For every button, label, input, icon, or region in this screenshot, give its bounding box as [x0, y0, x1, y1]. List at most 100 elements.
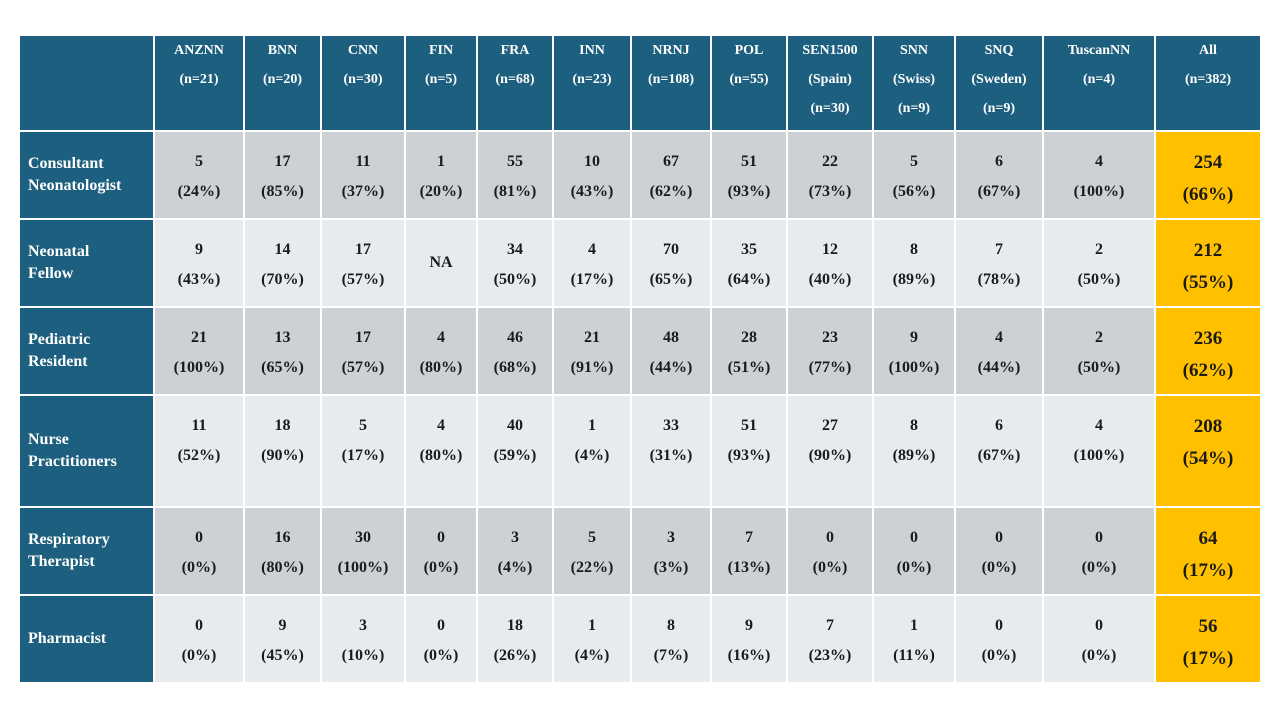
data-cell: 8 (89%) — [872, 394, 956, 508]
cell-percent: (0%) — [1081, 647, 1117, 664]
cell-count: 16 — [274, 529, 291, 546]
data-cell: 70 (65%) — [630, 218, 712, 308]
data-cell: 8 (7%) — [630, 594, 712, 684]
data-cell: 67 (62%) — [630, 130, 712, 220]
cell-percent: (43%) — [177, 271, 221, 288]
header-n: (n=108) — [647, 72, 695, 87]
header-n: (n=55) — [729, 72, 769, 87]
cell-percent: (4%) — [574, 447, 610, 464]
cell-percent: (0%) — [981, 647, 1017, 664]
data-cell: 27 (90%) — [786, 394, 874, 508]
row-label-line: Resident — [28, 353, 88, 370]
header-name: All — [1199, 43, 1217, 58]
cell-percent: (57%) — [341, 359, 385, 376]
cell-count: 35 — [741, 241, 757, 258]
cell-count: 208 — [1193, 416, 1223, 437]
cell-count: 11 — [355, 153, 371, 170]
cell-percent: (70%) — [261, 271, 304, 288]
data-cell: 11 (52%) — [153, 394, 245, 508]
cell-percent: (11%) — [893, 647, 935, 664]
data-cell: NA — [404, 218, 478, 308]
cell-count: 4 — [437, 329, 445, 346]
cell-percent: (54%) — [1182, 448, 1234, 469]
table-row-neonatal-fellow: Neonatal Fellow 9 (43%) 14 (70%) 17 (57%) NA 34 (5… — [18, 218, 1262, 308]
data-cell: 7 (13%) — [710, 506, 788, 596]
cell-count: 5 — [195, 153, 203, 170]
cell-count: 64 — [1198, 528, 1218, 549]
data-cell: 0 (0%) — [1042, 506, 1156, 596]
data-cell: 9 (43%) — [153, 218, 245, 308]
header-n: (n=382) — [1184, 72, 1232, 87]
data-cell: 2 (50%) — [1042, 306, 1156, 396]
cell-count: 21 — [584, 329, 600, 346]
data-cell: 9 (100%) — [872, 306, 956, 396]
cell-count: 212 — [1193, 240, 1223, 261]
header-name: POL — [734, 43, 764, 58]
cell-percent: (80%) — [419, 447, 463, 464]
header-sub: (Spain) — [808, 72, 852, 87]
cell-percent: (85%) — [261, 183, 304, 200]
header-sub: (Sweden) — [971, 72, 1027, 87]
cell-percent: (100%) — [888, 359, 940, 376]
cell-percent: (37%) — [341, 183, 385, 200]
cell-count: 51 — [741, 153, 757, 170]
header-cnn: CNN (n=30) — [320, 34, 406, 132]
cell-count: 18 — [507, 617, 523, 634]
data-cell: 0 (0%) — [954, 594, 1044, 684]
cell-percent: (91%) — [570, 359, 614, 376]
cell-count: 1 — [588, 617, 596, 634]
cell-percent: (65%) — [649, 271, 693, 288]
header-row: ANZNN (n=21) BNN (n=20) CNN (n=30) FIN (n=5)… — [18, 34, 1262, 132]
row-label: Nurse Practitioners — [18, 394, 155, 508]
data-cell: 21 (91%) — [552, 306, 632, 396]
header-anznn: ANZNN (n=21) — [153, 34, 245, 132]
cell-count: 28 — [741, 329, 757, 346]
cell-count: 22 — [822, 153, 838, 170]
data-cell: 4 (80%) — [404, 306, 478, 396]
cell-percent: (0%) — [423, 559, 459, 576]
data-cell: 0 (0%) — [153, 506, 245, 596]
cell-count: 3 — [667, 529, 675, 546]
data-cell: 2 (50%) — [1042, 218, 1156, 308]
cell-count: 3 — [359, 617, 367, 634]
data-cell: 9 (45%) — [243, 594, 322, 684]
cell-percent: (0%) — [181, 647, 217, 664]
row-label: Neonatal Fellow — [18, 218, 155, 308]
cell-percent: (80%) — [261, 559, 304, 576]
cell-count: 8 — [910, 241, 918, 258]
cell-count: 0 — [910, 529, 918, 546]
header-n: (n=30) — [810, 101, 850, 116]
cell-percent: (50%) — [1077, 359, 1121, 376]
data-cell: 30 (100%) — [320, 506, 406, 596]
cell-count: 11 — [191, 417, 207, 434]
cell-percent: (13%) — [727, 559, 771, 576]
cell-percent: (17%) — [1182, 560, 1234, 581]
cell-percent: (4%) — [574, 647, 610, 664]
row-label-line: Pediatric — [28, 331, 91, 348]
cell-percent: (10%) — [341, 647, 385, 664]
row-label-line: Therapist — [28, 553, 95, 570]
header-nrnj: NRNJ (n=108) — [630, 34, 712, 132]
cell-percent: (26%) — [493, 647, 537, 664]
row-label-line: Fellow — [28, 265, 74, 282]
header-sub: (Swiss) — [892, 72, 935, 87]
cell-count: 55 — [507, 153, 523, 170]
row-label: Consultant Neonatologist — [18, 130, 155, 220]
header-n: (n=21) — [179, 72, 219, 87]
cell-percent: (0%) — [812, 559, 848, 576]
cell-count: 17 — [355, 329, 371, 346]
table-row-respiratory-therapist: Respiratory Therapist 0 (0%) 16 (80%) 30 (100%)… — [18, 506, 1262, 596]
data-cell: 4 (80%) — [404, 394, 478, 508]
row-label: Pediatric Resident — [18, 306, 155, 396]
cell-count: 14 — [274, 241, 291, 258]
cell-count: 0 — [826, 529, 834, 546]
data-cell: 23 (77%) — [786, 306, 874, 396]
cell-percent: (67%) — [977, 447, 1021, 464]
header-corner — [18, 34, 155, 132]
data-cell: 7 (78%) — [954, 218, 1044, 308]
cell-percent: (100%) — [337, 559, 389, 576]
data-cell: 0 (0%) — [404, 506, 478, 596]
data-cell: 3 (10%) — [320, 594, 406, 684]
data-cell: 13 (65%) — [243, 306, 322, 396]
cell-percent: (40%) — [808, 271, 852, 288]
